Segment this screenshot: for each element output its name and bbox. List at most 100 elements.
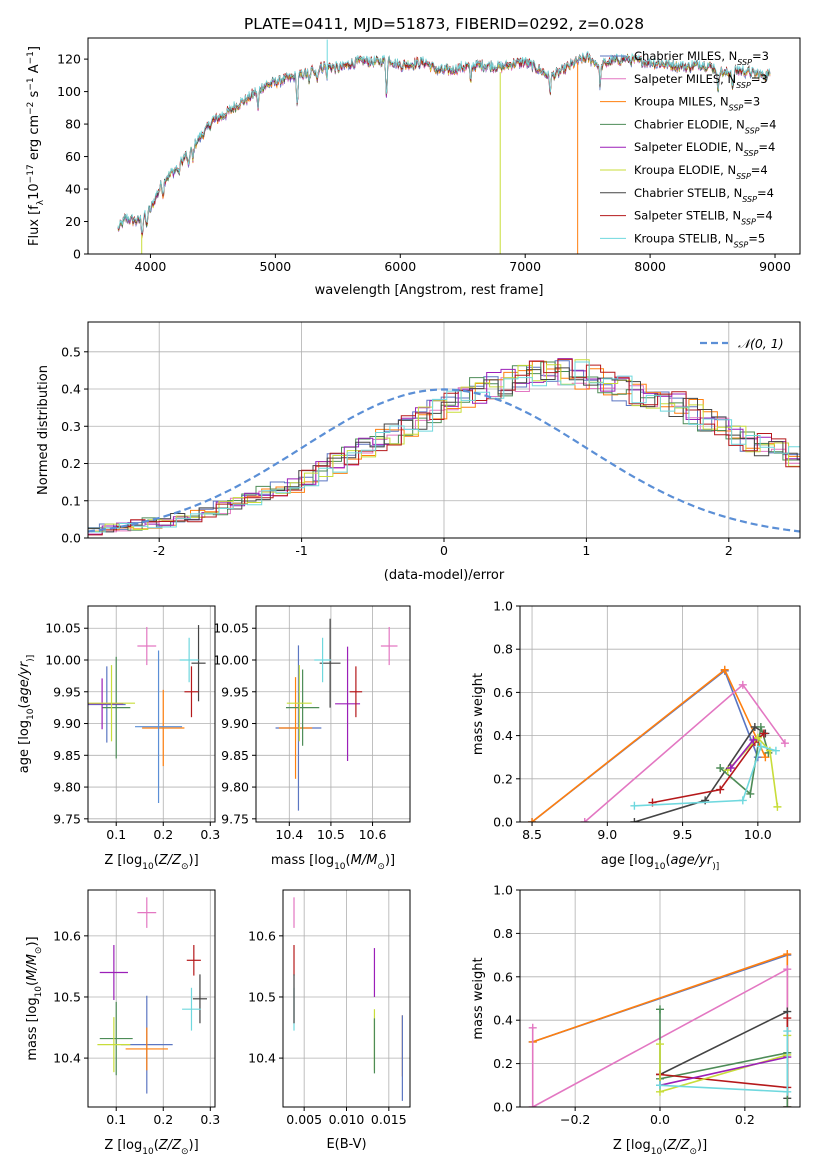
y-tick-label: 1.0 [493, 883, 513, 898]
y-tick-label: 9.90 [221, 716, 249, 731]
y-axis-label-part: 10 [27, 183, 42, 200]
weight-age-line [634, 745, 777, 807]
x-axis-label-part: )] [189, 853, 199, 868]
plot-area-age_vs_Z [88, 625, 206, 803]
y-tick-label: 20 [65, 214, 81, 229]
x-axis-label-part: )] [712, 862, 719, 872]
legend-entry: Kroupa ELODIE, NSSP=4 [634, 163, 768, 181]
weight-z-marker [783, 1014, 792, 1023]
y-axis-label: mass weight [471, 673, 486, 755]
axes-mass_vs_ebv: 0.005 0.010 0.015 10.4 10.5 10.6 [248, 889, 411, 1127]
y-axis-label-part: ( [17, 703, 32, 708]
legend-entry: Salpeter ELODIE, NSSP=4 [634, 140, 775, 158]
x-tick-label: 0.010 [329, 1112, 365, 1127]
x-tick-label: 6000 [384, 259, 416, 274]
weight-z-marker [528, 1103, 537, 1107]
x-tick-label: 0.1 [106, 827, 126, 842]
y-axis-label-part: 10 [34, 986, 44, 998]
x-tick-label: 10.0 [744, 827, 772, 842]
x-axis-label-part: ⊙ [181, 1147, 189, 1157]
y-tick-label: 0.5 [61, 344, 81, 359]
weight-age-marker [738, 680, 747, 689]
x-axis-label-part: )] [697, 1138, 707, 1153]
y-tick-label: 80 [65, 117, 81, 132]
x-tick-label: 0.2 [153, 1112, 173, 1127]
axes-frame [87, 37, 801, 255]
weight-z-marker [783, 1103, 792, 1107]
weight-age-marker [630, 818, 639, 822]
weight-age-marker [738, 796, 747, 805]
y-tick-label: 0.2 [493, 1056, 513, 1071]
x-tick-label: 9000 [759, 259, 791, 274]
legend-entry-sub: SSP [744, 149, 759, 158]
weight-z-marker [783, 1027, 792, 1036]
y-axis-label-part: erg cm [27, 115, 42, 164]
y-axis-label-part: −2 [26, 102, 36, 115]
x-tick-label: 0.015 [371, 1112, 407, 1127]
x-tick-label: -1 [295, 543, 307, 558]
legend-entry-name: Salpeter STELIB, N [634, 209, 741, 223]
axes-frame [87, 605, 216, 823]
plot-area-residuals [88, 358, 800, 536]
y-tick-label: 10.5 [248, 989, 276, 1004]
x-axis-label-part: Z/Z [666, 1138, 690, 1153]
y-tick-label: 9.90 [53, 716, 81, 731]
y-tick-label: 120 [57, 52, 81, 67]
y-tick-label: 9.85 [221, 748, 249, 763]
y-tick-label: 9.95 [53, 684, 81, 699]
plot-area-weight_vs_age [528, 665, 789, 822]
y-tick-label: 40 [65, 182, 81, 197]
weight-z-marker [783, 965, 792, 974]
weight-age-marker [580, 818, 589, 822]
y-axis-label: Flux [fλ10−17 erg cm−2 s−1 A−1] [26, 46, 46, 246]
x-axis-label-part: ⊙ [181, 862, 189, 872]
legend-entry: Salpeter MILES, NSSP=3 [634, 72, 768, 90]
y-tick-label: 0.2 [493, 771, 513, 786]
y-tick-label: 0.0 [493, 1100, 513, 1115]
weight-z-marker [528, 1023, 537, 1032]
axes-frame [255, 605, 411, 823]
weight-age-marker [716, 764, 725, 772]
y-axis-label-part: A [27, 64, 42, 77]
y-tick-label: 10.4 [53, 1051, 81, 1066]
weight-age-line [634, 725, 766, 822]
legend-entry-tail: =4 [758, 140, 775, 154]
figure-title: PLATE=0411, MJD=51873, FIBERID=0292, z=0… [244, 15, 644, 33]
x-tick-label: 0.2 [153, 827, 173, 842]
y-tick-label: 9.80 [53, 780, 81, 795]
x-tick-label: 0.3 [200, 827, 220, 842]
axes-spectrum: 4000 5000 6000 7000 8000 9000 0 20 40 60 80 100 120 [57, 37, 801, 274]
x-tick-label: 10.6 [359, 827, 387, 842]
y-axis-label: age [log10(age/yr)] [17, 655, 36, 773]
y-axis-label-part: )] [26, 655, 36, 662]
x-axis-label-part: 10 [142, 1147, 154, 1157]
x-axis-label-part: )] [385, 853, 395, 868]
weight-z-marker [656, 1081, 664, 1090]
x-tick-label: 0.005 [286, 1112, 322, 1127]
axes-weight_vs_Z: −0.2 0.0 0.2 0.0 0.2 0.4 0.6 0.8 1.0 [493, 883, 801, 1127]
x-tick-label: 8.5 [522, 827, 542, 842]
y-tick-label: 0.2 [61, 456, 81, 471]
plot-area-mass_vs_Z [97, 897, 208, 1094]
x-axis-label-part: age/yr [671, 853, 714, 868]
y-axis-label-part: −1 [26, 51, 36, 64]
x-axis-label-part: ⊙ [377, 862, 385, 872]
legend-entry: Chabrier STELIB, NSSP=4 [634, 186, 774, 204]
panels: 4000 5000 6000 7000 8000 9000020406080100120w… [17, 37, 801, 1157]
weight-age-line [730, 739, 754, 769]
x-axis-label-part: Z [log [613, 1138, 651, 1153]
legend-entry-tail: =4 [760, 117, 777, 131]
y-tick-label: 0 [73, 247, 81, 262]
x-tick-label: 10.4 [275, 827, 303, 842]
weight-age-marker [630, 801, 639, 810]
weight-age-marker [756, 722, 765, 731]
legend-entry-sub: SSP [742, 194, 757, 203]
axes-frame [87, 889, 216, 1108]
weight-age-marker [756, 742, 765, 751]
legend-entry-sub: SSP [745, 126, 760, 135]
legend-entry-sub: SSP [736, 172, 751, 181]
y-axis-label-part: mass [log [25, 997, 40, 1060]
x-tick-label: 8000 [634, 259, 666, 274]
x-tick-label: 10.5 [317, 827, 345, 842]
